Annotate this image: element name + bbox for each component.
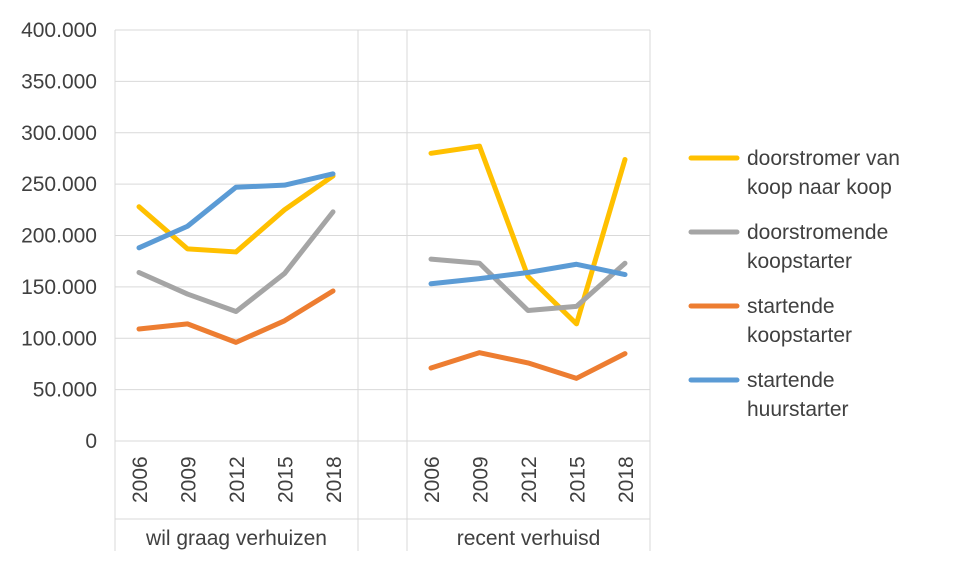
x-tick-label: 2018 xyxy=(615,456,638,503)
legend-label: huurstarter xyxy=(747,398,849,421)
y-tick-label: 400.000 xyxy=(21,19,97,42)
y-tick-label: 100.000 xyxy=(21,327,97,350)
x-tick-label: 2009 xyxy=(178,456,201,503)
x-tick-label: 2015 xyxy=(567,456,590,503)
y-axis-ticks: 0 50.000 100.000 150.000 200.000 250.000 300.0… xyxy=(21,19,97,453)
y-tick-label: 150.000 xyxy=(21,276,97,299)
legend: doorstromer van koop naar koop doorstromen… xyxy=(688,147,900,421)
legend-label: doorstromende xyxy=(747,221,888,244)
y-tick-label: 300.000 xyxy=(21,122,97,145)
legend-label: doorstromer van xyxy=(747,147,900,170)
x-axis-groups: wil graag verhuizen recent verhuisd xyxy=(145,527,600,550)
x-tick-label: 2012 xyxy=(518,456,541,503)
legend-label: koopstarter xyxy=(747,324,852,347)
series-line xyxy=(136,209,336,315)
x-tick-label: 2009 xyxy=(470,456,493,503)
series-line xyxy=(428,261,628,287)
series-lines xyxy=(136,143,628,381)
series-line xyxy=(136,171,336,251)
y-tick-label: 200.000 xyxy=(21,225,97,248)
group-label: recent verhuisd xyxy=(457,527,601,550)
series-line xyxy=(136,288,336,345)
x-tick-label: 2018 xyxy=(323,456,346,503)
legend-label: koopstarter xyxy=(747,250,852,273)
legend-label: startende xyxy=(747,369,835,392)
x-tick-label: 2015 xyxy=(275,456,298,503)
y-tick-label: 50.000 xyxy=(33,379,97,402)
x-axis-ticks: 2006 2009 2012 2015 2018 2006 2009 2012 2015 2018 xyxy=(129,456,638,503)
gridlines xyxy=(114,29,651,551)
series-line xyxy=(428,350,628,381)
x-tick-label: 2006 xyxy=(421,456,444,503)
y-tick-label: 350.000 xyxy=(21,70,97,93)
group-label: wil graag verhuizen xyxy=(145,527,327,550)
legend-label: koop naar koop xyxy=(747,176,892,199)
y-tick-label: 0 xyxy=(85,430,97,453)
y-tick-label: 250.000 xyxy=(21,173,97,196)
series-line xyxy=(428,256,628,314)
x-tick-label: 2012 xyxy=(226,456,249,503)
legend-label: startende xyxy=(747,295,835,318)
x-tick-label: 2006 xyxy=(129,456,152,503)
series-line xyxy=(428,143,628,327)
